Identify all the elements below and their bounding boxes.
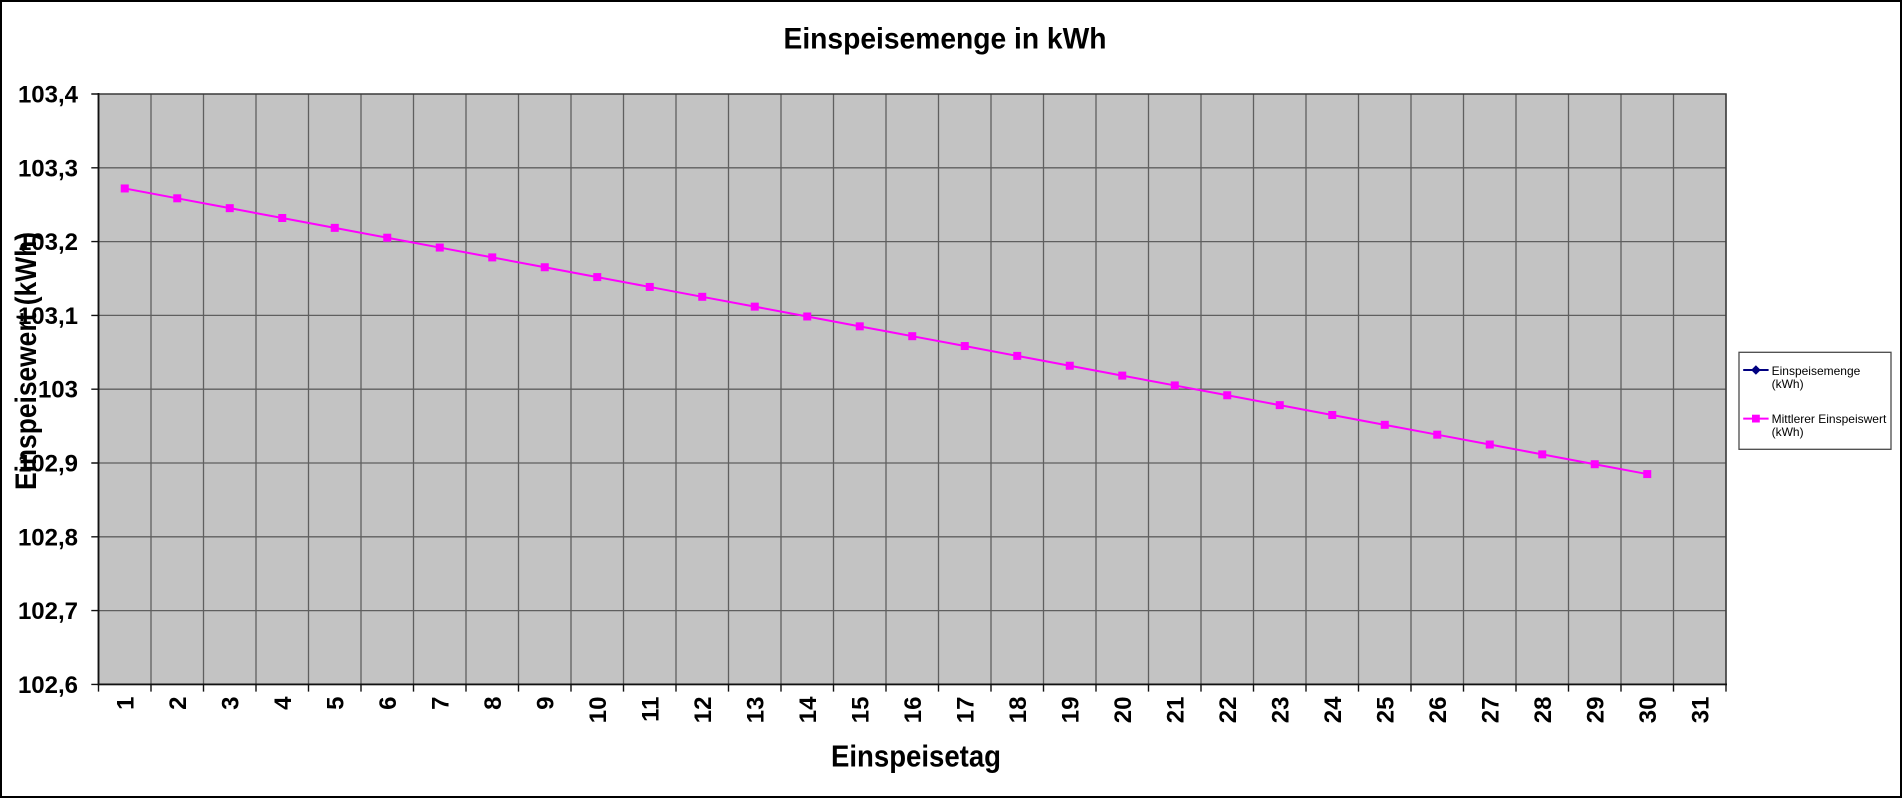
svg-text:(kWh): (kWh) xyxy=(1772,425,1804,439)
svg-text:11: 11 xyxy=(637,697,664,722)
svg-text:27: 27 xyxy=(1477,697,1504,724)
svg-text:(kWh): (kWh) xyxy=(1772,377,1804,391)
svg-text:Einspeisewert (kWh): Einspeisewert (kWh) xyxy=(10,232,43,490)
svg-text:Einspeisetag: Einspeisetag xyxy=(831,738,1001,773)
svg-text:30: 30 xyxy=(1635,697,1662,724)
svg-text:103,3: 103,3 xyxy=(18,155,78,182)
svg-text:28: 28 xyxy=(1530,697,1557,724)
svg-text:13: 13 xyxy=(742,697,769,724)
svg-text:Einspeisemenge: Einspeisemenge xyxy=(1772,364,1861,378)
svg-text:21: 21 xyxy=(1162,697,1189,724)
svg-text:16: 16 xyxy=(900,697,927,724)
svg-text:7: 7 xyxy=(427,697,454,710)
svg-text:Einspeisemenge in kWh: Einspeisemenge in kWh xyxy=(784,23,1107,56)
svg-text:102,6: 102,6 xyxy=(18,672,78,699)
svg-text:20: 20 xyxy=(1110,697,1137,724)
svg-text:1: 1 xyxy=(112,697,139,710)
svg-text:102,7: 102,7 xyxy=(18,598,78,625)
svg-text:6: 6 xyxy=(375,697,402,710)
svg-text:103,4: 103,4 xyxy=(18,82,79,109)
svg-text:25: 25 xyxy=(1372,697,1399,724)
svg-text:23: 23 xyxy=(1267,697,1294,724)
svg-text:14: 14 xyxy=(795,696,822,723)
svg-text:Mittlerer Einspeiswert: Mittlerer Einspeiswert xyxy=(1772,412,1887,426)
svg-text:10: 10 xyxy=(585,697,612,724)
svg-text:18: 18 xyxy=(1005,697,1032,724)
svg-text:8: 8 xyxy=(480,697,507,710)
svg-text:12: 12 xyxy=(690,697,717,724)
svg-text:103,2: 103,2 xyxy=(18,229,78,256)
svg-text:22: 22 xyxy=(1215,697,1242,724)
svg-text:4: 4 xyxy=(270,696,297,710)
svg-text:103,1: 103,1 xyxy=(18,303,78,330)
svg-text:102,9: 102,9 xyxy=(18,451,78,478)
svg-text:17: 17 xyxy=(952,697,979,724)
svg-text:9: 9 xyxy=(532,697,559,710)
svg-text:2: 2 xyxy=(165,697,192,710)
svg-text:15: 15 xyxy=(847,697,874,724)
svg-text:5: 5 xyxy=(322,697,349,710)
svg-text:31: 31 xyxy=(1687,697,1714,724)
svg-text:3: 3 xyxy=(217,697,244,710)
svg-text:103: 103 xyxy=(38,377,78,404)
svg-text:24: 24 xyxy=(1320,696,1347,723)
svg-text:102,8: 102,8 xyxy=(18,524,78,551)
svg-text:19: 19 xyxy=(1057,697,1084,724)
svg-text:26: 26 xyxy=(1425,697,1452,724)
svg-text:29: 29 xyxy=(1582,697,1609,724)
